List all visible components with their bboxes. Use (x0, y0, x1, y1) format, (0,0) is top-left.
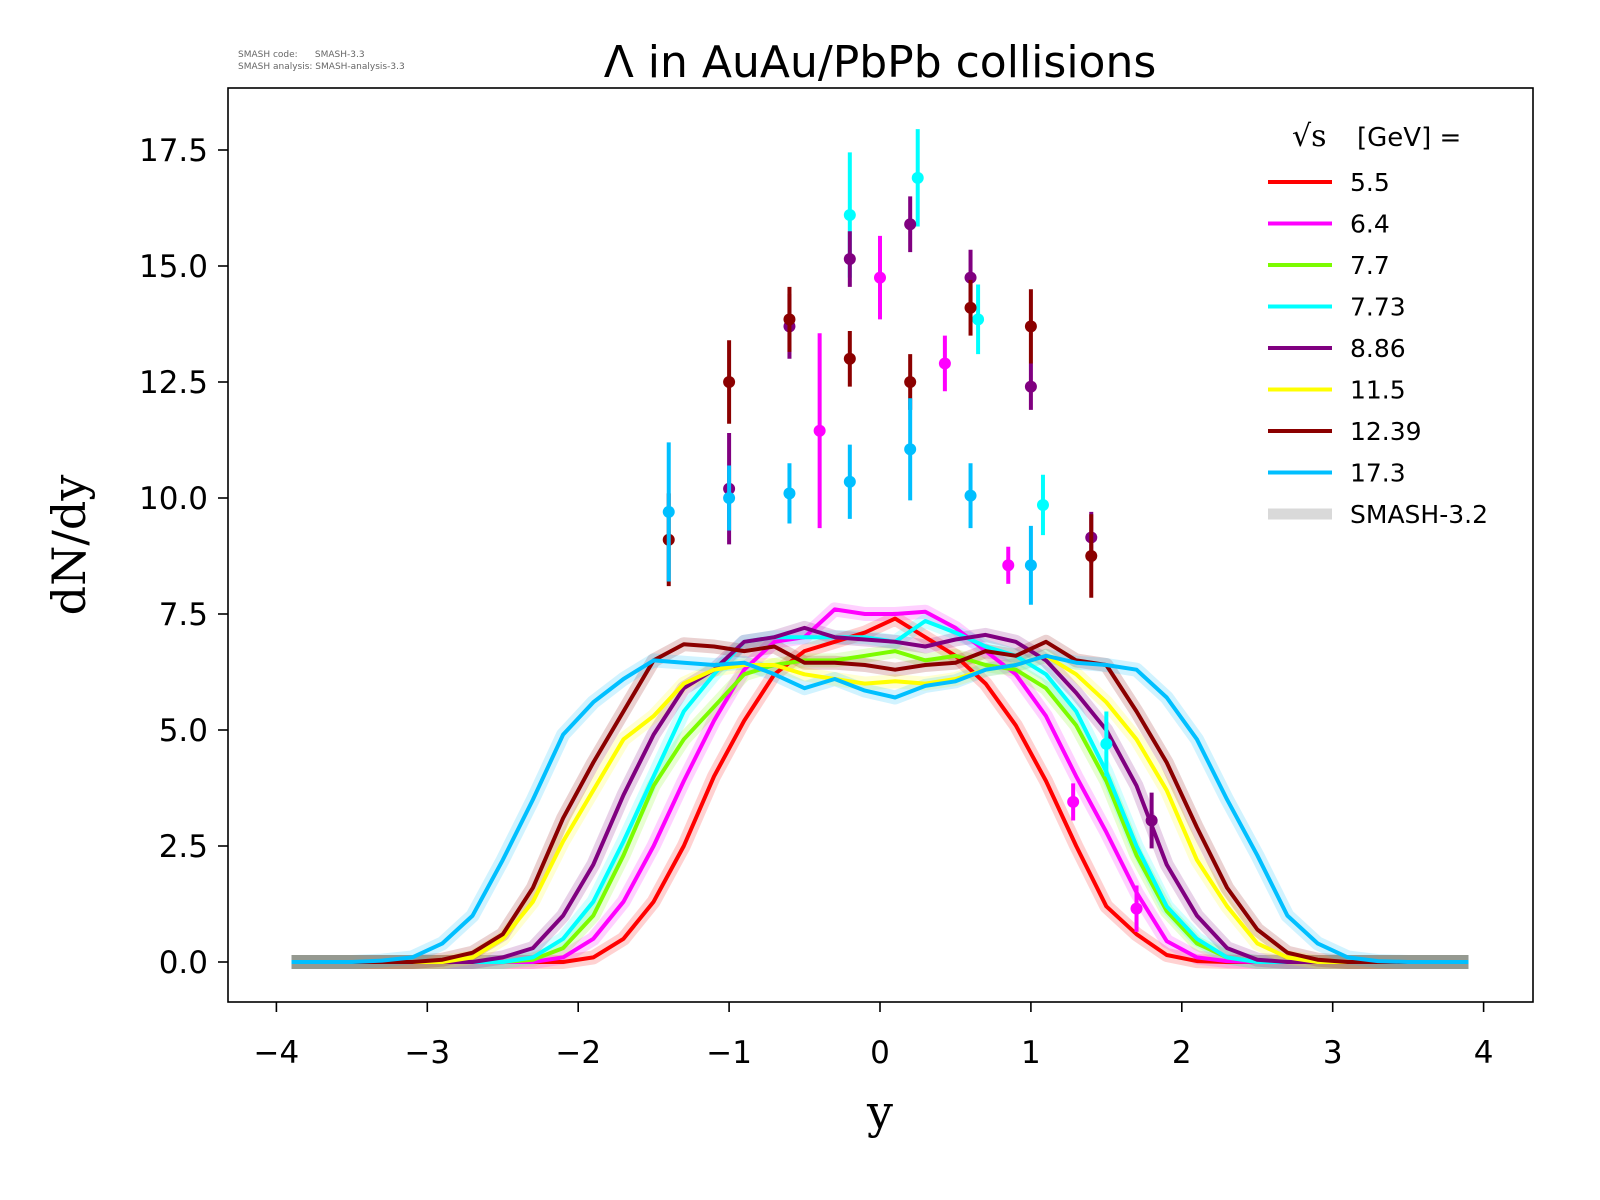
chart-title: Λ in AuAu/PbPb collisions (604, 37, 1157, 88)
line-7.7 (291, 649, 1469, 964)
legend-label: 7.7 (1350, 251, 1390, 280)
x-axis: −4 −3 −2 −1 0 1 2 3 4 (254, 1002, 1494, 1071)
smash-3.2-bands (291, 602, 1469, 969)
data-point-12.39 (1024, 320, 1037, 333)
legend-title-sqrt-s: √s (1292, 119, 1327, 154)
data-point-6.4 (1002, 559, 1015, 572)
y-axis-label: dN/dy (42, 475, 96, 616)
line-8.86 (291, 625, 1469, 964)
x-axis-label: y (866, 1085, 893, 1139)
legend: √s [GeV] = 5.5 6.4 7.7 7.73 8.86 11.5 12.39 17.… (1268, 119, 1488, 529)
data-point-12.39 (843, 352, 856, 365)
legend-label: 6.4 (1350, 210, 1390, 239)
data-point-8.86 (843, 253, 856, 266)
x-tick-label: −4 (254, 1035, 300, 1071)
data-point-12.39 (723, 376, 736, 388)
x-tick-label: 4 (1474, 1035, 1494, 1071)
x-tick-label: 2 (1172, 1035, 1192, 1071)
y-axis: 0.0 2.5 5.0 7.5 10.0 12.5 15.0 17.5 (139, 133, 228, 981)
x-tick-label: 1 (1021, 1035, 1041, 1071)
data-point-8.86 (1024, 380, 1037, 393)
data-point-7.73 (911, 171, 924, 184)
series-lines (291, 607, 1469, 964)
y-tick-label: 2.5 (159, 829, 208, 865)
legend-label: 11.5 (1350, 376, 1406, 405)
legend-label: 12.39 (1350, 417, 1422, 446)
data-point-17.3 (662, 505, 675, 518)
data-point-7.73 (1100, 737, 1113, 750)
data-point-6.4 (1130, 902, 1143, 915)
line-12.39 (291, 639, 1469, 964)
watermark-line-2: SMASH analysis: SMASH-analysis-3.3 (238, 62, 405, 72)
data-point-8.86 (904, 218, 917, 231)
data-point-7.73 (972, 313, 985, 326)
x-tick-label: −3 (404, 1035, 450, 1071)
data-point-6.4 (813, 424, 826, 437)
legend-label: 5.5 (1350, 168, 1390, 197)
line-11.5 (291, 653, 1469, 964)
legend-label: 7.73 (1350, 293, 1406, 322)
line-6.4 (291, 607, 1469, 964)
y-tick-label: 17.5 (139, 133, 208, 169)
legend-label: 8.86 (1350, 334, 1406, 363)
y-tick-label: 12.5 (139, 365, 208, 401)
watermark-line-1: SMASH code: SMASH-3.3 (238, 50, 365, 60)
y-tick-label: 10.0 (139, 481, 208, 517)
data-point-8.86 (1145, 814, 1158, 827)
data-point-17.3 (723, 492, 736, 504)
legend-label: 17.3 (1350, 459, 1406, 488)
data-point-17.3 (783, 487, 796, 500)
line-5.5 (291, 616, 1469, 964)
plot-frame (227, 87, 1534, 1003)
data-point-7.73 (1036, 498, 1049, 511)
y-tick-label: 5.0 (159, 713, 208, 749)
x-tick-label: −2 (555, 1035, 601, 1071)
data-point-6.4 (938, 357, 951, 370)
data-point-17.3 (1024, 559, 1037, 572)
legend-title: [GeV] = (1357, 123, 1461, 153)
data-point-12.39 (783, 313, 796, 326)
data-point-7.73 (843, 208, 856, 221)
legend-label-band: SMASH-3.2 (1350, 500, 1488, 529)
data-point-17.3 (843, 475, 856, 488)
x-tick-label: 0 (870, 1035, 890, 1071)
y-tick-label: 7.5 (159, 597, 208, 633)
data-point-12.39 (904, 376, 917, 388)
data-point-6.4 (1067, 795, 1080, 808)
data-point-12.39 (1085, 550, 1098, 562)
data-point-17.3 (964, 489, 977, 502)
y-tick-label: 15.0 (139, 249, 208, 285)
x-tick-label: 3 (1323, 1035, 1343, 1071)
y-tick-label: 0.0 (159, 945, 208, 981)
data-points (662, 129, 1158, 932)
data-point-8.86 (964, 271, 977, 284)
data-point-17.3 (904, 443, 917, 456)
line-17.3 (291, 653, 1469, 964)
x-tick-label: −1 (706, 1035, 752, 1071)
data-point-6.4 (874, 271, 886, 284)
band-17.3 (291, 648, 1469, 969)
data-point-12.39 (964, 301, 977, 314)
